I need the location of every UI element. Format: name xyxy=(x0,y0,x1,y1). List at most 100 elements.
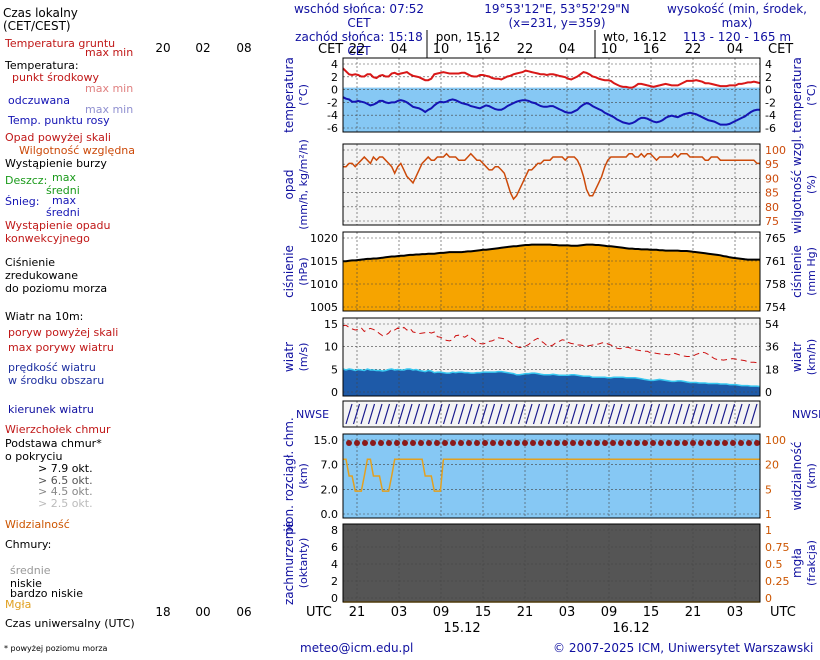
wind-arrow xyxy=(562,403,571,425)
wind-arrow xyxy=(600,403,608,425)
legend-text: Podstawa chmur* xyxy=(5,437,102,450)
tick-right-cover: 0.75 xyxy=(765,541,790,554)
cloud-top-dot xyxy=(682,440,688,446)
cloud-top-dot xyxy=(610,440,616,446)
wind-arrow xyxy=(690,403,698,425)
axis-label-pressure-r2: (mm Hg) xyxy=(805,247,818,296)
wind-arrow xyxy=(487,403,496,425)
axis-label-pressure-r1: ciśnienie xyxy=(790,245,804,298)
tick-left-cloud: 0.0 xyxy=(321,508,339,521)
legend-text: konwekcyjnego xyxy=(5,232,90,245)
tick-right-temp: 2 xyxy=(765,71,772,84)
legend-text: Mgła xyxy=(5,598,31,611)
legend-text: Chmury: xyxy=(5,538,51,551)
axis-label-temp-l2: (°C) xyxy=(297,84,310,106)
tick-right-cover: 0 xyxy=(765,592,772,605)
legend-text: wysokie xyxy=(10,551,54,564)
tick-right-temp: 0 xyxy=(765,84,772,97)
cet-hour-tick: 10 xyxy=(601,42,618,57)
compass-right: NWSE xyxy=(792,408,820,421)
legend-text: odczuwana xyxy=(8,94,70,107)
legend-time-tick-top: 20 xyxy=(155,41,170,55)
wind-arrow xyxy=(592,403,601,425)
series-humidity xyxy=(343,152,760,201)
tick-right-cloud: 20 xyxy=(765,459,779,472)
footnote-text: * powyżej poziomu morza xyxy=(4,644,108,653)
tick-left-cover: 6 xyxy=(331,541,338,554)
cloud-top-dot xyxy=(506,440,512,446)
tick-right-cloud: 5 xyxy=(765,483,772,496)
cloud-top-dot xyxy=(578,440,584,446)
wind-arrow xyxy=(352,403,361,425)
series-feels-like xyxy=(342,96,760,126)
wind-arrow xyxy=(555,403,563,425)
utc-date-1: 15.12 xyxy=(443,621,480,636)
legend-text: Widzialność xyxy=(5,518,70,531)
tick-left-cover: 2 xyxy=(331,575,338,588)
tick-right-precip: 75 xyxy=(765,215,779,228)
legend-text: Temp. punktu rosy xyxy=(7,114,110,127)
wind-arrow xyxy=(540,403,548,425)
tick-left-temp: -2 xyxy=(327,96,338,109)
wind-arrow xyxy=(442,403,451,425)
panel-wind-border xyxy=(342,317,761,397)
cet-label-right: CET xyxy=(768,42,793,57)
legend-text: Deszcz: xyxy=(5,174,47,187)
email-link[interactable]: meteo@icm.edu.pl xyxy=(300,641,414,655)
cloud-top-dot xyxy=(546,440,552,446)
legend-text: Temperatura: xyxy=(4,59,79,72)
cet-label-left: CET xyxy=(318,42,343,57)
axis-label-pressure-l2: (hPa) xyxy=(297,257,310,285)
wind-arrow xyxy=(585,403,593,425)
series-wind-speed xyxy=(342,368,761,388)
wind-arrow xyxy=(525,403,533,425)
cloud-top-dot xyxy=(530,440,536,446)
legend-text: punkt środkowy xyxy=(12,71,100,84)
legend-text: Wiatr na 10m: xyxy=(5,310,83,323)
cloud-top-dot xyxy=(706,440,712,446)
axis-label-cloud-r2: (km) xyxy=(805,463,818,489)
wind-arrow xyxy=(412,403,421,425)
wind-arrow xyxy=(577,403,586,425)
legend-text: kierunek wiatru xyxy=(8,403,94,416)
legend-text: Temperatura gruntu xyxy=(4,37,115,50)
legend-text: max xyxy=(52,171,76,184)
wind-arrow xyxy=(367,403,376,425)
legend-text: do poziomu morza xyxy=(5,282,107,295)
wind-arrow xyxy=(712,403,721,425)
panel-pressure-border xyxy=(342,231,761,312)
cet-hour-tick: 22 xyxy=(517,42,534,57)
tick-left-wind: 0 xyxy=(331,386,338,399)
tick-right-wind: 18 xyxy=(765,363,779,376)
axis-label-cloud-r1: widzialność xyxy=(790,442,804,511)
axis-label-cloud-l1: pion. rozciągł. chm. xyxy=(282,417,296,535)
cloud-top-dot xyxy=(378,440,384,446)
tick-right-precip: 85 xyxy=(765,187,779,200)
cloud-top-dot xyxy=(618,440,624,446)
legend-time-tick-bottom: 00 xyxy=(195,605,210,619)
tick-left-wind: 15 xyxy=(324,318,338,331)
cet-hour-tick: 10 xyxy=(433,42,450,57)
axis-label-precip-l2: (mm/h, kg/m²/h) xyxy=(297,139,310,230)
sunset-text: zachód słońca: 15:18 CET xyxy=(295,30,423,58)
legend-text: niskie xyxy=(10,577,42,590)
cloud-top-dot xyxy=(538,440,544,446)
altitude-info: wysokość (min, środek, max) 113 - 120 - … xyxy=(654,2,820,44)
panel-cloud-border xyxy=(342,433,761,519)
axis-label-wind-r1: wiatr xyxy=(790,342,804,372)
wind-arrow xyxy=(450,403,458,425)
legend-text: > 7.9 okt. xyxy=(38,462,93,475)
utc-hour-tick: 03 xyxy=(559,605,576,620)
tick-right-temp: -4 xyxy=(765,109,776,122)
legend-text: max xyxy=(52,194,76,207)
legend-text: Wystąpienie opadu xyxy=(5,219,110,232)
legend-text: Śnieg: xyxy=(5,195,39,208)
legend-text: średni xyxy=(46,206,80,219)
wind-arrow xyxy=(502,403,511,425)
wind-arrow xyxy=(622,403,631,425)
legend-text: bardzo niskie xyxy=(10,587,83,600)
tick-left-temp: 4 xyxy=(331,58,338,71)
cet-hour-tick: 04 xyxy=(391,42,408,57)
legend-text: > 6.5 okt. xyxy=(38,474,93,487)
